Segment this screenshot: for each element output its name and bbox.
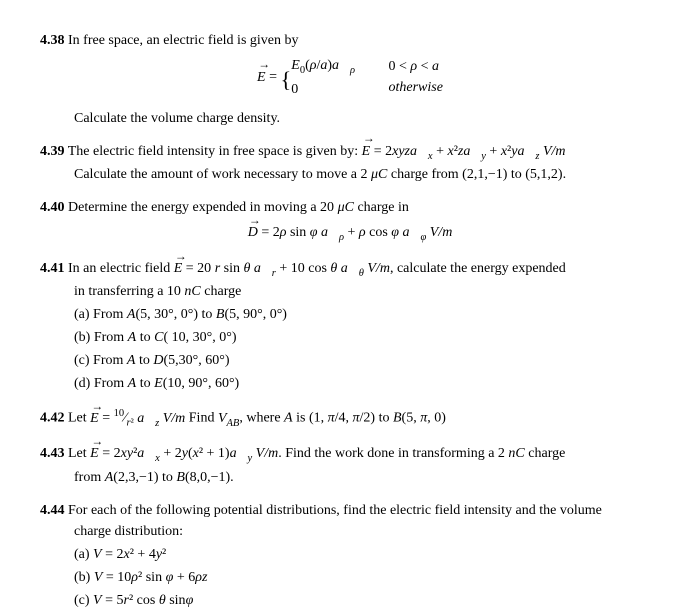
sub-c: (c) From A to D(5,30°, 60°) (74, 350, 660, 371)
problem-lead: Determine the energy expended in moving … (65, 200, 409, 215)
problem-number: 4.43 (40, 446, 65, 461)
sub-a: (a) From A(5, 30°, 0°) to B(5, 90°, 0°) (74, 304, 660, 325)
problem-4-41: 4.41 In an electric field E = 20 r sin θ… (40, 258, 660, 395)
problem-4-39: 4.39 The electric field intensity in fre… (40, 141, 660, 186)
problem-4-44: 4.44 For each of the following potential… (40, 500, 660, 611)
problem-lead: Let (65, 446, 91, 461)
problem-number: 4.38 (40, 33, 65, 48)
sub-b: (b) From A to C( 10, 30°, 0°) (74, 327, 660, 348)
sub-a: (a) V = 2x² + 4y² (74, 544, 660, 565)
problem-lead: The electric field intensity in free spa… (65, 144, 362, 159)
problem-lead: In free space, an electric field is give… (65, 33, 299, 48)
problem-task: Calculate the amount of work necessary t… (74, 164, 660, 185)
problem-4-40: 4.40 Determine the energy expended in mo… (40, 197, 660, 246)
problem-number: 4.42 (40, 411, 65, 426)
problem-4-38: 4.38 In free space, an electric field is… (40, 30, 660, 129)
problem-task: in transferring a 10 nC charge (74, 281, 660, 302)
equation-line: D = 2ρ sin φ a⃗ρ + ρ cos φ a⃗φ V/m (40, 222, 660, 246)
sub-b: (b) V = 10ρ² sin φ + 6ρz (74, 567, 660, 588)
problem-number: 4.40 (40, 200, 65, 215)
problem-task: from A(2,3,−1) to B(8,0,−1). (74, 467, 660, 488)
problem-lead: In an electric field (65, 261, 174, 276)
sub-c: (c) V = 5r² cos θ sinφ (74, 590, 660, 611)
sub-d: (d) From A to E(10, 90°, 60°) (74, 373, 660, 394)
problem-number: 4.41 (40, 261, 65, 276)
problem-4-42: 4.42 Let E = 10⁄r² a⃗z V/m Find VAB, whe… (40, 406, 660, 431)
problem-number: 4.44 (40, 503, 65, 518)
problem-task: Calculate the volume charge density. (74, 108, 660, 129)
problem-4-43: 4.43 Let E = 2xy²a⃗x + 2y(x² + 1)a⃗y V/m… (40, 443, 660, 488)
problem-task: charge distribution: (74, 521, 660, 542)
problem-number: 4.39 (40, 144, 65, 159)
problem-tail: , calculate the energy expended (390, 261, 566, 276)
problem-lead: For each of the following potential dist… (65, 503, 602, 518)
equation-piecewise: E = {E0(ρ/a)a⃗ρ0 0 < ρ < aotherwise (40, 55, 660, 100)
problem-lead: Let (65, 411, 91, 426)
